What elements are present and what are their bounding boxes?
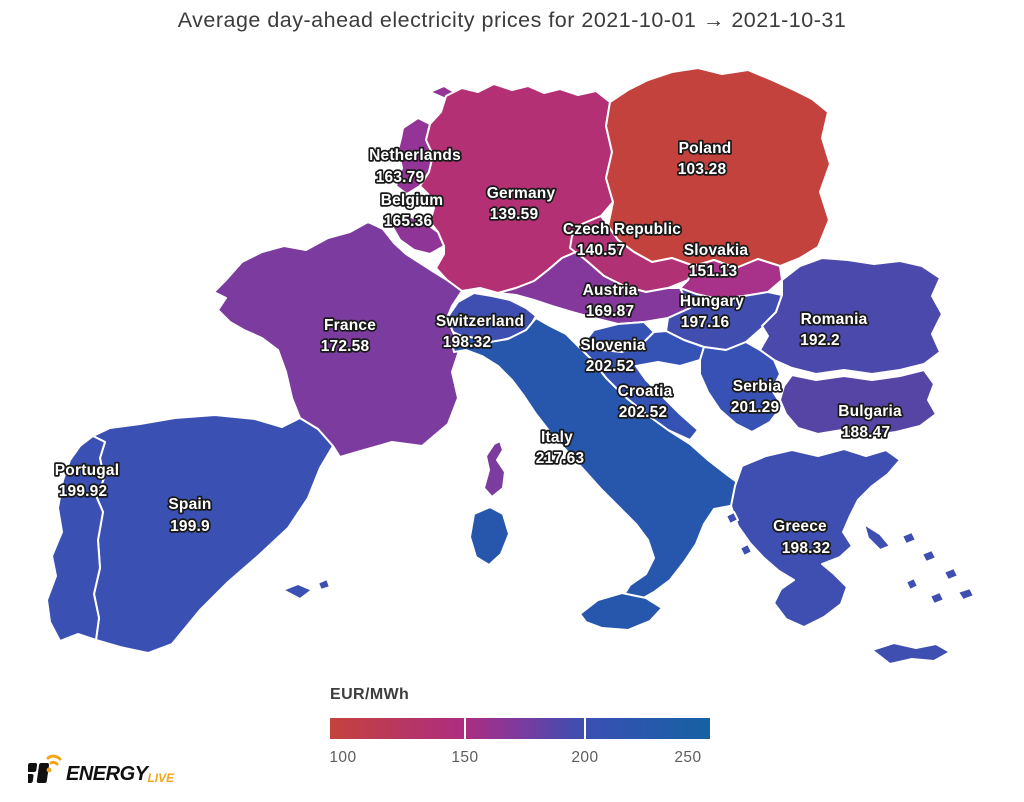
colorbar-tick: 200 [571,749,599,766]
country-shape-sardinia[interactable] [469,506,510,566]
country-value: 139.59 [490,206,539,223]
colorbar-unit-label: EUR/MWh [330,686,410,703]
logo-brand-accent-text: LIVE [147,771,175,785]
country-label: Germany [487,185,556,202]
country-label: Belgium [381,192,444,209]
country-label: Croatia [618,383,673,400]
country-value: 165.36 [384,213,433,230]
country-value: 202.52 [619,404,668,421]
country-value: 140.57 [577,242,626,259]
country-shape-bulgaria[interactable] [779,369,937,437]
country-shape-crete[interactable] [871,642,951,665]
colorbar-tick-line-150 [464,718,466,739]
country-label: Greece [773,518,827,535]
country-shape-serbia[interactable] [699,341,783,433]
country-value: 172.58 [321,338,370,355]
country-value: 188.47 [842,424,891,441]
country-label: Czech Republic [563,221,681,238]
country-shape-italy[interactable] [451,317,773,602]
country-shape-france[interactable] [213,221,463,458]
colorbar-tick: 100 [329,749,357,766]
country-label: Spain [168,496,211,513]
country-value: 163.79 [376,169,425,186]
colorbar-tick: 250 [674,749,702,766]
energylive-logo-icon [28,754,62,783]
chart-title: Average day-ahead electricity prices for… [177,8,847,32]
country-label: Hungary [680,293,744,310]
colorbar-tick: 150 [451,749,479,766]
colorbar-tick-line-200 [584,718,586,739]
country-value: 198.32 [782,540,831,557]
country-shape-spain[interactable] [92,414,334,654]
country-value: 197.16 [681,314,730,331]
country-value: 199.9 [170,518,210,535]
colorbar [330,718,710,739]
colorbar-ticks: 100 150 200 250 [329,749,710,769]
country-value: 202.52 [586,358,635,375]
colorbar-legend: EUR/MWh 100 150 200 250 [329,686,710,769]
country-label: France [324,317,376,334]
country-value: 199.92 [59,483,108,500]
country-label: Poland [679,140,732,157]
country-shape-portugal[interactable] [46,435,106,642]
country-shape-corsica[interactable] [483,440,506,498]
country-shape-balearics[interactable] [282,578,331,600]
country-label: Portugal [55,462,119,479]
country-label: Switzerland [436,313,524,330]
country-value: 151.13 [689,263,738,280]
country-label: Serbia [733,378,782,395]
country-label: Austria [583,282,638,299]
country-label: Netherlands [369,147,461,164]
country-shape-aegean-islands[interactable] [725,511,975,605]
country-shape-romania[interactable] [759,257,943,375]
country-value: 169.87 [586,303,635,320]
energylive-logo: ENERGY LIVE [28,744,174,784]
country-shape-sicily[interactable] [579,592,663,631]
country-value: 201.29 [731,399,780,416]
country-label: Bulgaria [838,403,902,420]
country-label: Italy [541,429,573,446]
country-label: Romania [801,311,868,328]
country-value: 192.2 [800,332,840,349]
country-value: 198.32 [443,334,492,351]
country-value: 217.63 [536,450,585,467]
country-shape-hungary[interactable] [665,287,783,351]
country-shape-greece[interactable] [730,448,901,628]
country-value: 103.28 [678,161,727,178]
country-label: Slovakia [684,242,749,259]
country-label: Slovenia [580,337,646,354]
logo-brand-text: ENERGY [66,763,148,785]
colorbar-gradient [330,718,710,739]
